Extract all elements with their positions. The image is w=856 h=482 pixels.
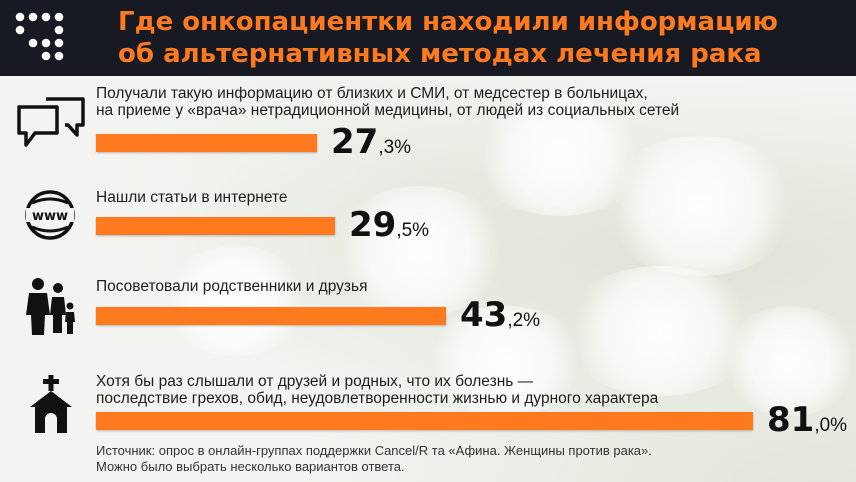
item-label-4: Хотя бы раз слышали от друзей и родных, … — [96, 373, 658, 407]
label-line: Получали такую информацию от близких и С… — [96, 85, 648, 102]
flower-cluster — [330, 186, 510, 316]
source-line-1: Источник: опрос в онлайн-группах поддерж… — [96, 443, 652, 458]
page-title: Где онкопациентки находили информацию об… — [118, 6, 818, 70]
value-int: 43 — [460, 295, 508, 335]
bar-2 — [96, 217, 335, 235]
value-int: 27 — [331, 122, 379, 162]
label-line: Посоветовали родственники и друзья — [96, 278, 368, 295]
value-frac: ,3% — [378, 137, 412, 158]
value-label-2: 29,5% — [349, 205, 429, 245]
value-int: 29 — [349, 205, 397, 245]
value-label-3: 43,2% — [460, 295, 540, 335]
bar-1 — [96, 134, 317, 152]
value-label-4: 81,0% — [767, 400, 847, 440]
label-line: последствие грехов, обид, неудовлетворен… — [96, 390, 659, 407]
value-frac: ,0% — [814, 415, 848, 436]
item-label-3: Посоветовали родственники и друзья — [96, 278, 368, 295]
item-label-1: Получали такую информацию от близких и С… — [96, 85, 679, 119]
flower-cluster — [420, 306, 590, 416]
title-line-1: Где онкопациентки находили информацию — [118, 7, 778, 37]
value-label-1: 27,3% — [331, 122, 411, 162]
source-note: Источник: опрос в онлайн-группах поддерж… — [96, 443, 652, 474]
dot-grid-logo-icon — [15, 12, 64, 61]
family-icon — [26, 278, 75, 335]
value-int: 81 — [767, 400, 815, 440]
value-frac: ,2% — [507, 310, 541, 331]
flower-background — [0, 76, 856, 482]
bar-3 — [96, 307, 446, 325]
label-line: на приеме у «врача» нетрадиционной медиц… — [96, 102, 680, 119]
flower-cluster — [720, 306, 856, 416]
header-banner: Где онкопациентки находили информацию об… — [0, 0, 856, 76]
title-line-2: об альтернативных методах лечения рака — [118, 39, 762, 69]
item-label-2: Нашли статьи в интернете — [96, 189, 288, 206]
speech-bubbles-icon — [17, 97, 85, 147]
flower-cluster — [160, 246, 310, 356]
church-icon — [30, 375, 72, 433]
flower-cluster — [600, 136, 800, 276]
svg-text:www: www — [32, 209, 68, 224]
label-line: Хотя бы раз слышали от друзей и родных, … — [96, 373, 534, 390]
source-line-2: Можно было выбрать несколько вариантов о… — [96, 458, 405, 474]
www-globe-icon: www — [25, 190, 75, 240]
bar-4 — [96, 412, 753, 430]
label-line: Нашли статьи в интернете — [96, 189, 288, 206]
value-frac: ,5% — [396, 220, 430, 241]
